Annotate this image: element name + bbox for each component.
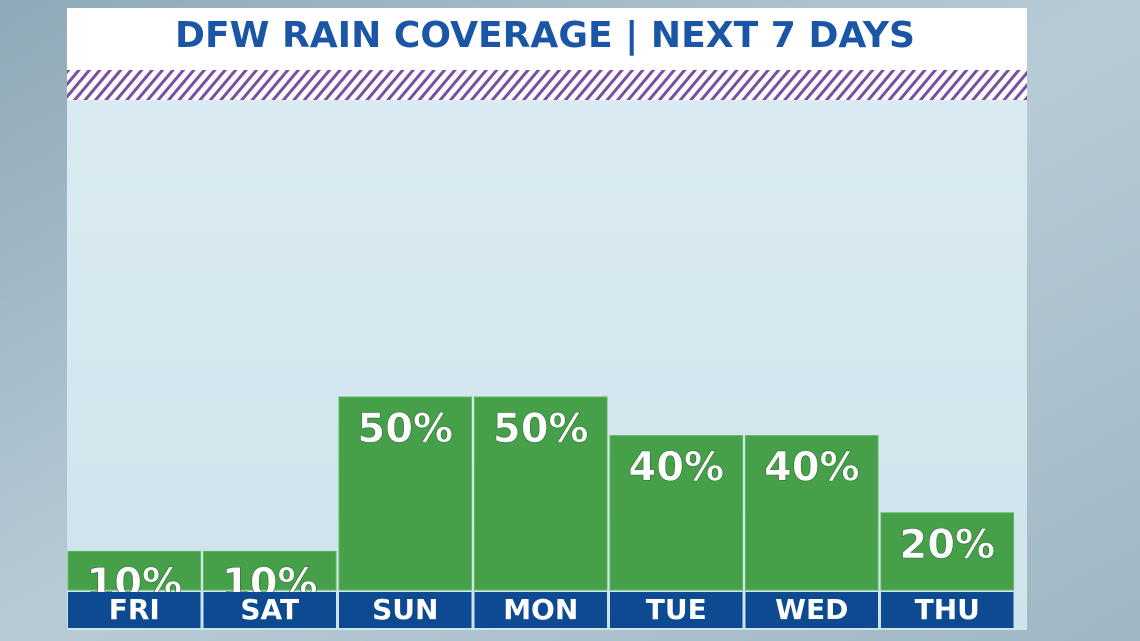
- x-tick-label: FRI: [109, 593, 160, 626]
- category-cell: [68, 592, 201, 628]
- title-bar: [67, 8, 1027, 70]
- x-tick-label: THU: [915, 593, 980, 626]
- value-label: 50%: [357, 406, 453, 452]
- x-tick-label: SUN: [372, 593, 438, 626]
- hatch-stripe: [67, 70, 1027, 100]
- x-tick-label: MON: [503, 593, 578, 626]
- x-tick-label: WED: [775, 593, 848, 626]
- x-tick-label: TUE: [646, 593, 707, 626]
- value-label: 40%: [764, 445, 860, 491]
- bar: [745, 435, 879, 591]
- category-cell: [610, 592, 743, 628]
- value-label: 40%: [628, 445, 724, 491]
- bar: [609, 435, 743, 591]
- category-cell: [203, 592, 336, 628]
- value-label: 50%: [493, 406, 589, 452]
- category-cell: [881, 592, 1014, 628]
- bar: [203, 550, 337, 591]
- value-label: 20%: [899, 522, 995, 568]
- bar: [338, 396, 472, 591]
- x-tick-label: SAT: [240, 593, 299, 626]
- category-cell: [339, 592, 472, 628]
- chart-title: DFW RAIN COVERAGE | NEXT 7 DAYS: [175, 15, 915, 56]
- bar: [880, 512, 1014, 591]
- bar: [474, 396, 608, 591]
- bar: [67, 550, 201, 591]
- category-cell: [474, 592, 607, 628]
- category-cell: [745, 592, 878, 628]
